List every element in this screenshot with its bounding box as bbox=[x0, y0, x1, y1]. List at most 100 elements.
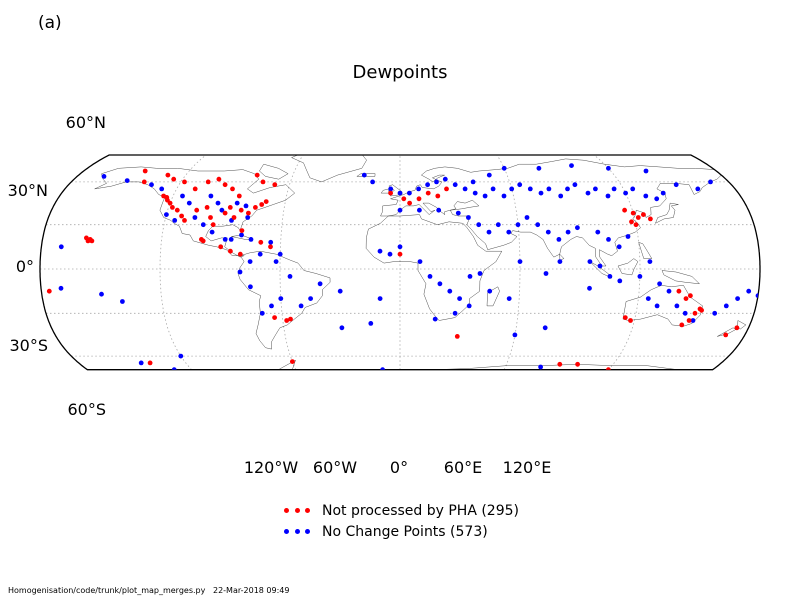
station-point-not-processed bbox=[246, 210, 251, 216]
station-point-no-change bbox=[361, 172, 367, 178]
station-point-no-change bbox=[337, 288, 343, 294]
station-point-no-change bbox=[545, 229, 551, 235]
station-point-not-processed bbox=[688, 293, 693, 299]
station-point-no-change bbox=[248, 237, 254, 242]
station-point-not-processed bbox=[260, 179, 266, 185]
station-point-not-processed bbox=[227, 205, 233, 210]
station-point-no-change bbox=[617, 278, 623, 284]
station-point-no-change bbox=[237, 269, 243, 275]
station-point-not-processed bbox=[192, 186, 198, 192]
coastline-new-zealand-north bbox=[737, 320, 747, 330]
station-point-not-processed bbox=[210, 222, 216, 228]
station-point-not-processed bbox=[401, 196, 407, 202]
station-point-no-change bbox=[654, 303, 660, 309]
station-point-no-change bbox=[506, 296, 512, 301]
footer-script-path: Homogenisation/code/trunk/plot_map_merge… bbox=[8, 586, 290, 595]
station-point-no-change bbox=[723, 303, 729, 309]
station-point-not-processed bbox=[679, 322, 685, 328]
station-point-not-processed bbox=[174, 207, 180, 213]
station-point-no-change bbox=[298, 303, 304, 309]
station-point-no-change bbox=[543, 271, 549, 276]
station-point-no-change bbox=[623, 190, 628, 196]
station-point-not-processed bbox=[200, 238, 206, 244]
station-point-no-change bbox=[501, 165, 507, 171]
station-point-no-change bbox=[417, 207, 422, 213]
station-point-no-change bbox=[436, 207, 442, 213]
station-point-no-change bbox=[630, 186, 636, 192]
station-point-no-change bbox=[607, 274, 613, 279]
station-point-no-change bbox=[695, 186, 701, 192]
station-point-no-change bbox=[611, 186, 617, 192]
station-point-no-change bbox=[297, 374, 302, 379]
station-point-no-change bbox=[735, 296, 740, 301]
station-point-no-change bbox=[228, 237, 234, 242]
station-point-no-change bbox=[476, 222, 482, 228]
station-point-no-change bbox=[637, 274, 643, 279]
map-title: Dewpoints bbox=[352, 62, 448, 83]
lat-label-30n: 30°N bbox=[7, 181, 48, 200]
station-point-no-change bbox=[575, 225, 580, 231]
station-point-not-processed bbox=[226, 370, 231, 375]
station-point-no-change bbox=[377, 248, 383, 254]
station-point-no-change bbox=[120, 299, 125, 304]
station-point-not-processed bbox=[268, 244, 273, 250]
station-point-no-change bbox=[527, 186, 533, 192]
station-point-no-change bbox=[490, 186, 496, 192]
station-point-no-change bbox=[477, 271, 483, 276]
station-point-not-processed bbox=[231, 215, 237, 220]
station-point-no-change bbox=[524, 215, 530, 220]
station-point-not-processed bbox=[444, 186, 449, 192]
lat-label-equator: 0° bbox=[15, 257, 34, 276]
station-point-not-processed bbox=[622, 207, 627, 213]
station-point-no-change bbox=[457, 296, 462, 301]
legend-label-not-processed: Not processed by PHA (295) bbox=[322, 502, 519, 519]
station-point-not-processed bbox=[629, 219, 634, 225]
station-point-no-change bbox=[606, 165, 611, 171]
station-point-not-processed bbox=[454, 334, 460, 339]
station-point-no-change bbox=[172, 218, 178, 223]
station-point-no-change bbox=[597, 263, 603, 269]
station-point-no-change bbox=[536, 165, 542, 171]
coastline-iceland bbox=[356, 173, 376, 177]
coastline-borneo bbox=[617, 258, 639, 276]
legend-entry-not-processed: Not processed by PHA (295) bbox=[284, 500, 519, 521]
station-point-no-change bbox=[377, 296, 383, 301]
station-point-no-change bbox=[616, 244, 622, 250]
station-point-no-change bbox=[462, 186, 468, 192]
lat-label-60n: 60°N bbox=[65, 113, 106, 132]
station-point-no-change bbox=[708, 179, 713, 185]
station-point-no-change bbox=[427, 274, 433, 279]
station-point-not-processed bbox=[635, 215, 641, 220]
station-point-no-change bbox=[606, 237, 611, 242]
coastline-africa bbox=[365, 214, 503, 321]
station-point-no-change bbox=[587, 259, 593, 264]
station-point-no-change bbox=[58, 285, 64, 291]
station-point-no-change bbox=[654, 196, 660, 202]
station-point-not-processed bbox=[142, 168, 148, 174]
station-point-no-change bbox=[506, 229, 512, 235]
station-point-not-processed bbox=[388, 190, 393, 196]
station-point-no-change bbox=[682, 310, 688, 316]
station-point-no-change bbox=[124, 178, 130, 184]
legend: Not processed by PHA (295) No Change Poi… bbox=[284, 500, 519, 542]
station-point-no-change bbox=[565, 186, 570, 192]
station-point-no-change bbox=[186, 200, 192, 206]
station-point-no-change bbox=[308, 296, 313, 301]
station-point-no-change bbox=[178, 353, 184, 359]
coastline-south-america bbox=[237, 251, 331, 350]
station-point-no-change bbox=[517, 182, 523, 188]
station-point-no-change bbox=[425, 182, 430, 188]
station-point-no-change bbox=[625, 234, 631, 239]
coastline-north-america bbox=[94, 166, 295, 258]
station-point-not-processed bbox=[222, 182, 228, 188]
station-point-not-processed bbox=[167, 200, 173, 206]
station-point-no-change bbox=[192, 215, 198, 220]
station-point-not-processed bbox=[416, 196, 422, 202]
lon-label-0: 0° bbox=[389, 458, 409, 477]
station-point-no-change bbox=[512, 332, 518, 338]
legend-label-no-change: No Change Points (573) bbox=[322, 523, 488, 540]
station-point-not-processed bbox=[407, 200, 412, 206]
station-point-no-change bbox=[219, 207, 225, 213]
station-point-not-processed bbox=[686, 318, 692, 323]
